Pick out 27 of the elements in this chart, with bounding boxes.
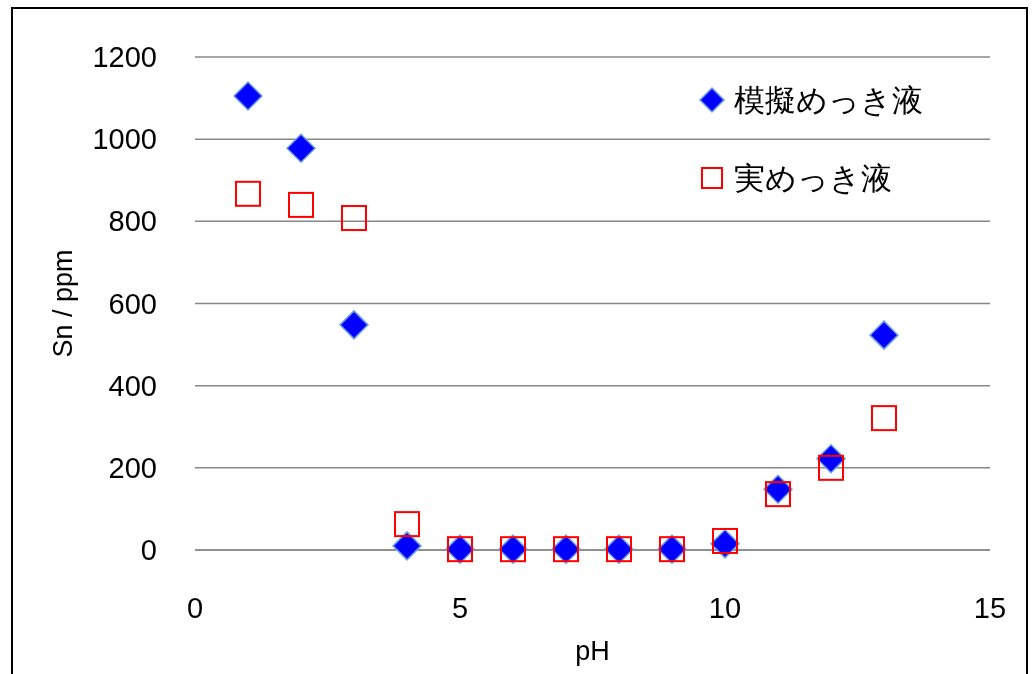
- y-tick-label: 800: [108, 205, 157, 238]
- x-tick-label: 15: [973, 592, 1007, 624]
- point: [392, 531, 422, 561]
- point: [818, 454, 844, 481]
- point: [765, 481, 791, 508]
- y-tick-label: 200: [108, 451, 157, 484]
- point: [288, 191, 314, 218]
- y-tick-label: 400: [108, 369, 157, 402]
- point: [341, 205, 367, 232]
- y-tick-label: 1000: [92, 123, 157, 156]
- x-tick-label: 0: [186, 592, 204, 624]
- x-tick-label: 5: [451, 592, 469, 624]
- point: [869, 320, 899, 350]
- x-tick-label: 10: [708, 592, 742, 624]
- point: [394, 511, 420, 538]
- y-tick-label: 1200: [92, 41, 157, 73]
- legend-label: 模擬めっき液: [734, 83, 923, 118]
- legend-label: 実めっき液: [734, 161, 892, 196]
- point: [286, 133, 316, 163]
- point: [871, 405, 897, 432]
- y-axis-title: Sn / ppm: [48, 249, 78, 358]
- y-tick-label: 600: [108, 287, 157, 320]
- point: [233, 81, 263, 111]
- point: [235, 180, 261, 207]
- point: [339, 310, 369, 340]
- x-axis-title: pH: [575, 636, 610, 666]
- y-tick-label: 0: [140, 534, 157, 566]
